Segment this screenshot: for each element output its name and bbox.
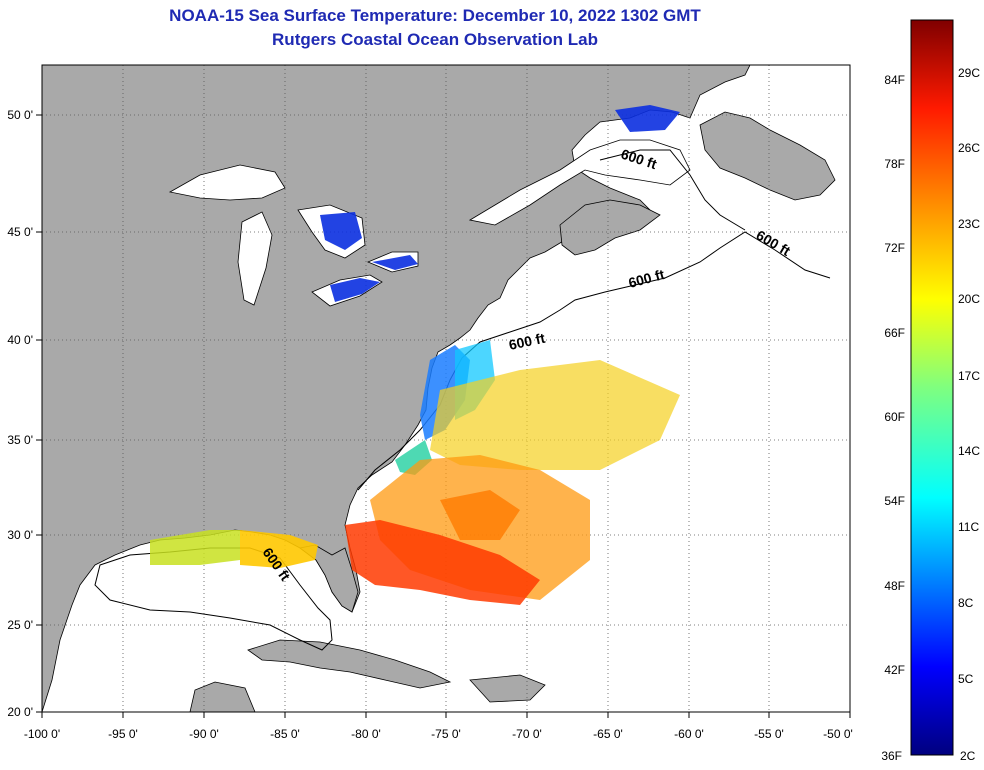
axis-tick-marks <box>36 114 851 718</box>
lat-tick-label: 40 0' <box>7 333 33 347</box>
sst-gulf-of-mexico <box>150 530 318 568</box>
colorbar-gradient <box>910 19 954 756</box>
colorbar-f-label: 48F <box>884 579 905 593</box>
lon-tick-label: -60 0' <box>674 727 704 741</box>
cuba-island <box>247 639 452 689</box>
lon-tick-label: -50 0' <box>823 727 853 741</box>
lake-michigan <box>237 211 273 306</box>
lat-tick-label: 50 0' <box>7 108 33 122</box>
colorbar-c-label: 8C <box>958 596 974 610</box>
colorbar-c-label: 23C <box>958 217 980 231</box>
lat-tick-label: 25 0' <box>7 618 33 632</box>
lon-tick-label: -85 0' <box>270 727 300 741</box>
map-subtitle: Rutgers Coastal Ocean Observation Lab <box>272 30 598 49</box>
colorbar-c-label: 20C <box>958 292 980 306</box>
lake-superior <box>168 164 286 201</box>
isobath-600ft-canada <box>599 149 746 231</box>
lat-tick-label: 30 0' <box>7 528 33 542</box>
florida-peninsula <box>299 544 359 613</box>
nova-scotia-land <box>559 199 661 256</box>
colorbar-f-label: 72F <box>884 241 905 255</box>
colorbar-c-label: 29C <box>958 66 980 80</box>
colorbar-f-label: 54F <box>884 494 905 508</box>
colorbar-c-label: 11C <box>958 520 979 534</box>
lon-tick-label: -65 0' <box>593 727 623 741</box>
lat-tick-label: 20 0' <box>7 705 33 719</box>
lat-tick-label: 35 0' <box>7 433 33 447</box>
sst-warm-gulf-stream <box>345 360 680 605</box>
temperature-colorbar: 84F 78F 72F 66F 60F 54F 48F 42F 36F 29C … <box>881 19 980 763</box>
lon-tick-label: -100 0' <box>24 727 60 741</box>
colorbar-c-label: 14C <box>958 444 980 458</box>
colorbar-c-label: 26C <box>958 141 980 155</box>
colorbar-c-label: 2C <box>960 749 976 763</box>
longitude-labels: -100 0' -95 0' -90 0' -85 0' -80 0' -75 … <box>24 727 853 741</box>
st-lawrence-gulf <box>468 139 691 226</box>
sst-cold-lakes <box>320 105 680 302</box>
hispaniola-island <box>469 674 546 703</box>
map-title: NOAA-15 Sea Surface Temperature: Decembe… <box>169 6 701 25</box>
latitude-labels: 50 0' 45 0' 40 0' 35 0' 30 0' 25 0' 20 0… <box>7 108 33 719</box>
colorbar-f-label: 78F <box>884 157 905 171</box>
colorbar-f-label: 60F <box>884 410 905 424</box>
lon-tick-label: -90 0' <box>189 727 219 741</box>
lat-tick-label: 45 0' <box>7 225 33 239</box>
lon-tick-label: -95 0' <box>108 727 138 741</box>
lon-tick-label: -55 0' <box>754 727 784 741</box>
yucatan-land <box>189 681 256 712</box>
colorbar-f-label: 84F <box>884 73 905 87</box>
newfoundland-land <box>699 111 836 201</box>
lon-tick-label: -80 0' <box>351 727 381 741</box>
colorbar-c-label: 17C <box>958 369 980 383</box>
lon-tick-label: -75 0' <box>431 727 461 741</box>
colorbar-f-label: 36F <box>881 749 902 763</box>
colorbar-f-label: 42F <box>884 663 905 677</box>
isobath-label: 600 ft <box>507 330 546 353</box>
lon-tick-label: -70 0' <box>512 727 542 741</box>
colorbar-f-label: 66F <box>884 326 905 340</box>
colorbar-c-label: 5C <box>958 672 974 686</box>
